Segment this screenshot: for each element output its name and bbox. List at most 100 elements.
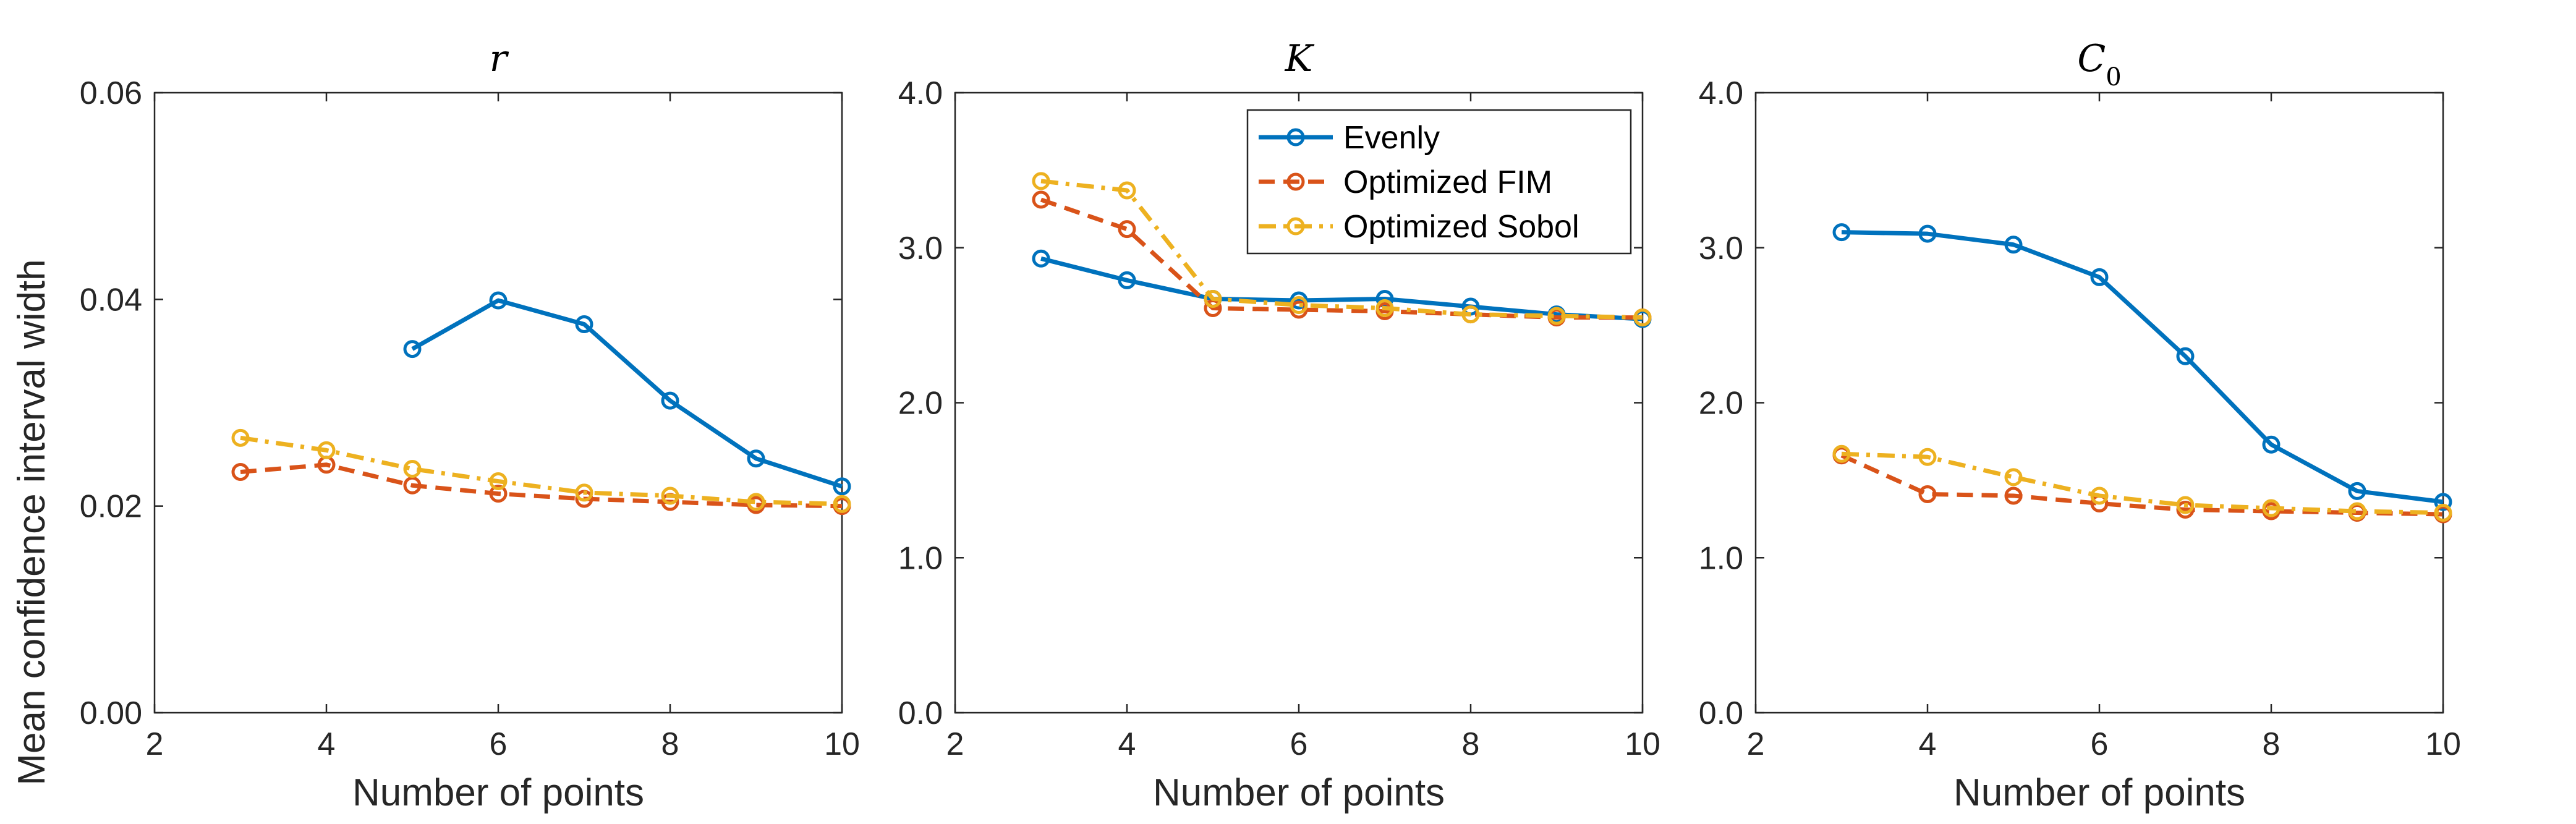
data-point: [833, 495, 851, 513]
data-point: [317, 441, 336, 459]
data-point: [747, 493, 765, 511]
series-evenly: [403, 291, 851, 496]
data-point: [231, 428, 250, 447]
x-tick-label: 4: [318, 726, 336, 762]
plot-area: [153, 91, 843, 714]
x-tick-label: 6: [490, 726, 508, 762]
data-point: [1832, 223, 1851, 242]
x-tick-label: 8: [661, 726, 679, 762]
data-point: [1032, 172, 1050, 190]
plot-area: [1754, 91, 2444, 714]
x-tick-label: 10: [824, 726, 860, 762]
data-point: [2262, 499, 2281, 517]
legend-entry-label: Evenly: [1343, 120, 1440, 156]
legend-swatch-marker: [1286, 217, 1305, 236]
x-tick-label: 2: [146, 726, 164, 762]
x-tick-label: 8: [1462, 726, 1480, 762]
data-point: [489, 291, 508, 310]
data-point: [1633, 308, 1652, 327]
data-point: [2434, 504, 2452, 522]
data-point: [2262, 435, 2281, 454]
data-point: [2176, 347, 2195, 365]
data-point: [1832, 444, 1851, 463]
series-line: [240, 462, 843, 509]
series-line: [1841, 451, 2444, 516]
legend-entry-label: Optimized FIM: [1343, 164, 1552, 200]
data-point: [2004, 468, 2023, 486]
data-point: [1118, 271, 1136, 289]
x-tick-label: 4: [1118, 726, 1136, 762]
data-point: [1118, 220, 1136, 239]
data-point: [2348, 482, 2366, 500]
data-point: [2090, 268, 2109, 286]
y-tick-label: 0.06: [80, 75, 142, 111]
y-tick-label: 0.00: [80, 695, 142, 731]
y-tick-label: 0.02: [80, 489, 142, 525]
data-point: [661, 391, 679, 410]
y-tick-label: 1.0: [1699, 540, 1743, 576]
legend-entry-label: Optimized Sobol: [1343, 209, 1579, 245]
y-tick-label: 4.0: [898, 75, 943, 111]
data-point: [1290, 296, 1308, 315]
data-point: [489, 485, 508, 503]
y-tick-label: 1.0: [898, 540, 943, 576]
x-axis-label: Number of points: [1153, 771, 1445, 814]
x-tick-label: 2: [946, 726, 964, 762]
x-tick-label: 10: [1625, 726, 1660, 762]
x-tick-label: 10: [2425, 726, 2461, 762]
y-tick-label: 0.0: [1699, 695, 1743, 731]
y-tick-label: 0.0: [898, 695, 943, 731]
data-point: [403, 476, 422, 495]
data-point: [833, 477, 851, 496]
panel-title: r: [490, 37, 509, 80]
series-optimized-sobol: [231, 428, 851, 513]
legend-swatch-marker: [1286, 128, 1305, 147]
data-point: [1918, 224, 1937, 243]
series-line: [240, 435, 843, 506]
y-tick-label: 2.0: [898, 386, 943, 422]
series-optimized-sobol: [1832, 444, 2452, 522]
y-tick-label: 3.0: [898, 231, 943, 266]
x-axis-label: Number of points: [352, 771, 644, 814]
data-point: [2434, 493, 2452, 511]
data-point: [575, 315, 593, 333]
data-point: [403, 459, 422, 478]
data-point: [231, 463, 250, 482]
data-point: [1461, 305, 1480, 324]
data-point: [1918, 485, 1937, 503]
y-axis-label: Mean confidence interval width: [11, 259, 53, 785]
series-line: [1040, 179, 1643, 320]
data-point: [1032, 249, 1050, 268]
x-tick-label: 8: [2263, 726, 2281, 762]
data-point: [1918, 448, 1937, 466]
panel-3: 2 4 6 8 10 0.0 1.0 2.0 3.0 4.0 Number of points C0: [1699, 37, 2461, 814]
data-point: [2090, 486, 2109, 505]
data-point: [661, 486, 679, 505]
x-tick-label: 4: [1919, 726, 1937, 762]
panel-title: K: [1285, 37, 1315, 80]
data-point: [1204, 289, 1222, 308]
series-line: [411, 298, 843, 489]
data-point: [2176, 496, 2195, 514]
data-point: [1547, 307, 1566, 325]
series-line: [1040, 197, 1643, 320]
data-point: [1375, 299, 1394, 318]
data-point: [1118, 181, 1136, 200]
x-tick-label: 6: [1290, 726, 1308, 762]
series-line: [1040, 256, 1643, 321]
y-tick-label: 3.0: [1699, 231, 1743, 266]
panel-1: 2 4 6 8 10 0.00 0.02 0.04 0.06 Number of points r: [80, 37, 860, 814]
series-line: [1841, 230, 2444, 504]
legend: Evenly Optimized FIM Optimized Sobol: [1246, 109, 1632, 255]
data-point: [2004, 236, 2023, 254]
data-point: [403, 340, 422, 359]
legend-swatch-marker: [1286, 172, 1305, 191]
x-axis-label: Number of points: [1953, 771, 2245, 814]
series-optimized-sobol: [1032, 172, 1652, 327]
y-tick-label: 2.0: [1699, 386, 1743, 422]
y-tick-label: 4.0: [1699, 75, 1743, 111]
x-tick-label: 2: [1747, 726, 1765, 762]
data-point: [1032, 190, 1050, 209]
